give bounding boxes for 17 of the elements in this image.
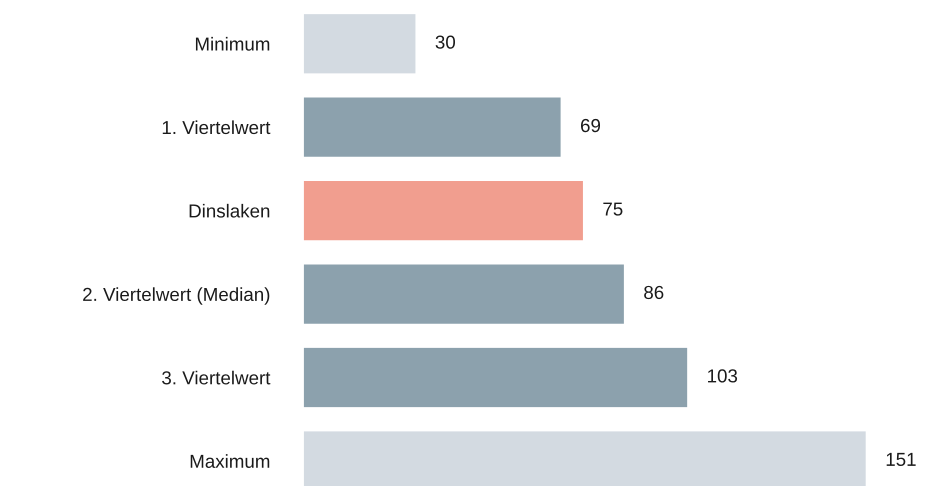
bar [304,98,561,157]
data-label: 30 [436,35,456,49]
y-tick-label: Dinslaken [190,204,270,218]
bar [304,348,688,408]
bar [304,180,583,240]
bar [304,14,416,74]
y-tick-label: Minimum [196,36,270,51]
data-label: 103 [708,369,738,383]
data-label: 69 [581,118,600,132]
y-tick-label: 3. Viertelwert [162,370,270,384]
y-tick-label: Maximum [190,454,270,468]
data-label: 151 [886,452,916,466]
y-tick-label: 2. Viertelwert (Median) [83,287,270,305]
bar [304,264,624,324]
data-label: 86 [644,286,664,300]
data-label: 75 [603,202,622,216]
y-tick-label: 1. Viertelwert [162,120,270,134]
